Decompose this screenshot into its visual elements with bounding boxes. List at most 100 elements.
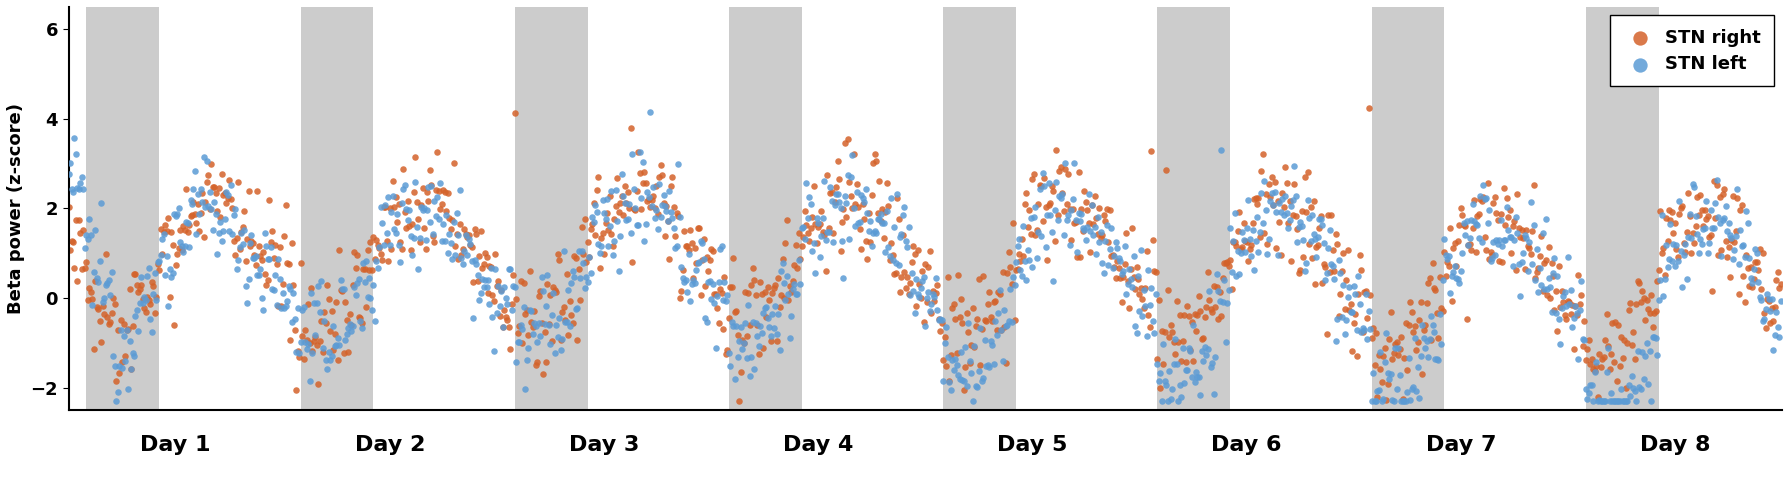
STN right: [1587, 363, 1615, 371]
STN left: [911, 322, 939, 330]
STN right: [875, 256, 903, 264]
STN right: [623, 186, 651, 194]
STN left: [1707, 252, 1735, 260]
STN right: [1499, 217, 1528, 225]
STN right: [828, 218, 857, 226]
STN left: [1301, 235, 1329, 243]
STN right: [1440, 239, 1469, 247]
STN right: [1209, 274, 1238, 281]
STN right: [1376, 308, 1404, 316]
STN left: [1118, 283, 1147, 291]
STN right: [1403, 338, 1431, 346]
STN right: [1692, 215, 1721, 223]
STN left: [1290, 267, 1318, 275]
STN left: [361, 318, 390, 326]
STN left: [755, 323, 784, 331]
STN left: [592, 196, 621, 203]
STN left: [1120, 252, 1149, 260]
STN right: [1093, 238, 1122, 246]
STN right: [1288, 207, 1317, 215]
STN left: [1435, 252, 1463, 260]
STN right: [1429, 308, 1458, 316]
STN right: [136, 300, 165, 308]
STN left: [1052, 216, 1081, 224]
STN left: [1429, 276, 1458, 284]
STN left: [1621, 387, 1649, 395]
STN right: [932, 362, 961, 370]
STN right: [150, 228, 179, 236]
STN right: [215, 176, 243, 184]
STN right: [159, 320, 188, 328]
STN left: [1685, 250, 1714, 258]
Text: Day 5: Day 5: [996, 434, 1068, 454]
STN right: [188, 190, 216, 198]
STN left: [1412, 336, 1440, 344]
STN left: [59, 188, 88, 196]
STN left: [1288, 236, 1317, 244]
STN left: [165, 204, 193, 212]
STN left: [1589, 397, 1617, 405]
STN left: [440, 218, 469, 226]
STN right: [449, 226, 478, 234]
STN right: [438, 216, 467, 224]
STN left: [1403, 386, 1431, 394]
STN left: [1372, 330, 1401, 338]
STN left: [200, 198, 229, 206]
STN left: [1358, 369, 1386, 377]
STN right: [1240, 194, 1268, 202]
STN left: [692, 318, 721, 326]
STN left: [1002, 258, 1030, 266]
STN left: [1204, 287, 1233, 295]
STN right: [617, 258, 646, 266]
STN left: [721, 375, 750, 383]
STN left: [1615, 392, 1644, 400]
Y-axis label: Beta power (z-score): Beta power (z-score): [7, 103, 25, 314]
STN right: [1553, 315, 1581, 323]
STN left: [513, 344, 542, 351]
STN right: [290, 356, 318, 364]
STN right: [767, 255, 796, 263]
STN right: [1753, 295, 1782, 303]
STN right: [1002, 266, 1030, 274]
STN right: [503, 295, 531, 303]
STN right: [1685, 192, 1714, 200]
STN left: [635, 108, 664, 116]
STN right: [551, 316, 580, 324]
STN left: [1433, 254, 1462, 262]
STN left: [1349, 324, 1378, 332]
STN right: [1757, 304, 1785, 312]
STN left: [1624, 384, 1653, 392]
STN right: [55, 246, 84, 254]
STN right: [1605, 362, 1633, 370]
STN right: [658, 174, 687, 182]
STN left: [907, 284, 936, 292]
STN left: [1023, 228, 1052, 236]
STN right: [1705, 194, 1734, 202]
STN left: [1510, 230, 1539, 238]
STN left: [971, 362, 1000, 370]
STN left: [1555, 300, 1583, 308]
STN left: [311, 356, 340, 364]
STN left: [732, 354, 760, 362]
STN right: [1188, 335, 1217, 343]
STN left: [1242, 237, 1270, 245]
STN right: [331, 298, 360, 306]
STN left: [928, 377, 957, 385]
STN left: [292, 338, 320, 346]
STN right: [476, 264, 504, 272]
STN left: [326, 341, 354, 349]
STN right: [494, 324, 522, 332]
STN right: [361, 256, 390, 264]
STN right: [1571, 317, 1599, 325]
STN right: [1025, 181, 1054, 189]
STN right: [1299, 197, 1327, 205]
STN right: [1183, 310, 1211, 318]
STN right: [256, 238, 284, 246]
STN left: [998, 274, 1027, 281]
STN left: [1649, 292, 1678, 300]
STN right: [569, 250, 598, 258]
STN left: [426, 179, 454, 187]
STN right: [370, 202, 399, 210]
STN left: [1381, 344, 1410, 351]
STN right: [1578, 354, 1607, 362]
